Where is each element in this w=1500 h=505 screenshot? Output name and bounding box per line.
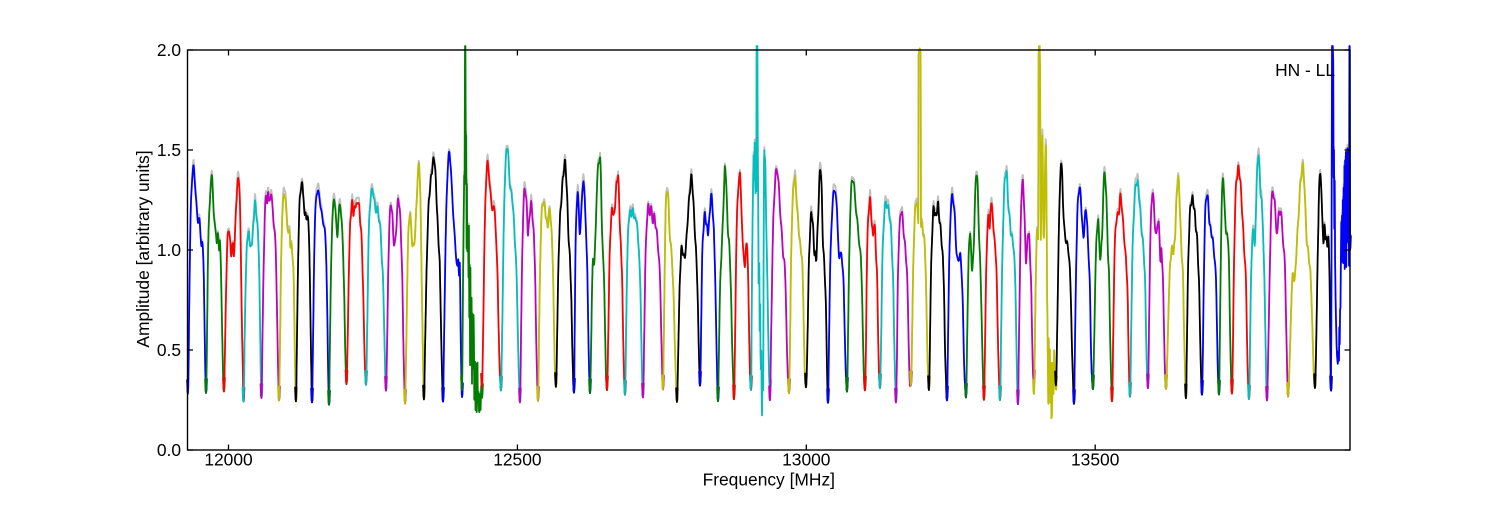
svg-text:13000: 13000: [782, 450, 830, 470]
svg-text:Amplitude [arbitrary units]: Amplitude [arbitrary units]: [133, 150, 153, 347]
svg-text:12500: 12500: [493, 450, 541, 470]
svg-text:12000: 12000: [204, 450, 252, 470]
svg-text:1.5: 1.5: [157, 140, 181, 160]
svg-text:HN - LL: HN - LL: [1275, 60, 1335, 80]
svg-text:Frequency [MHz]: Frequency [MHz]: [703, 470, 835, 490]
svg-text:13500: 13500: [1071, 450, 1119, 470]
svg-text:0.5: 0.5: [157, 340, 181, 360]
svg-text:0.0: 0.0: [157, 440, 181, 460]
svg-text:2.0: 2.0: [157, 40, 181, 60]
svg-text:1.0: 1.0: [157, 240, 181, 260]
